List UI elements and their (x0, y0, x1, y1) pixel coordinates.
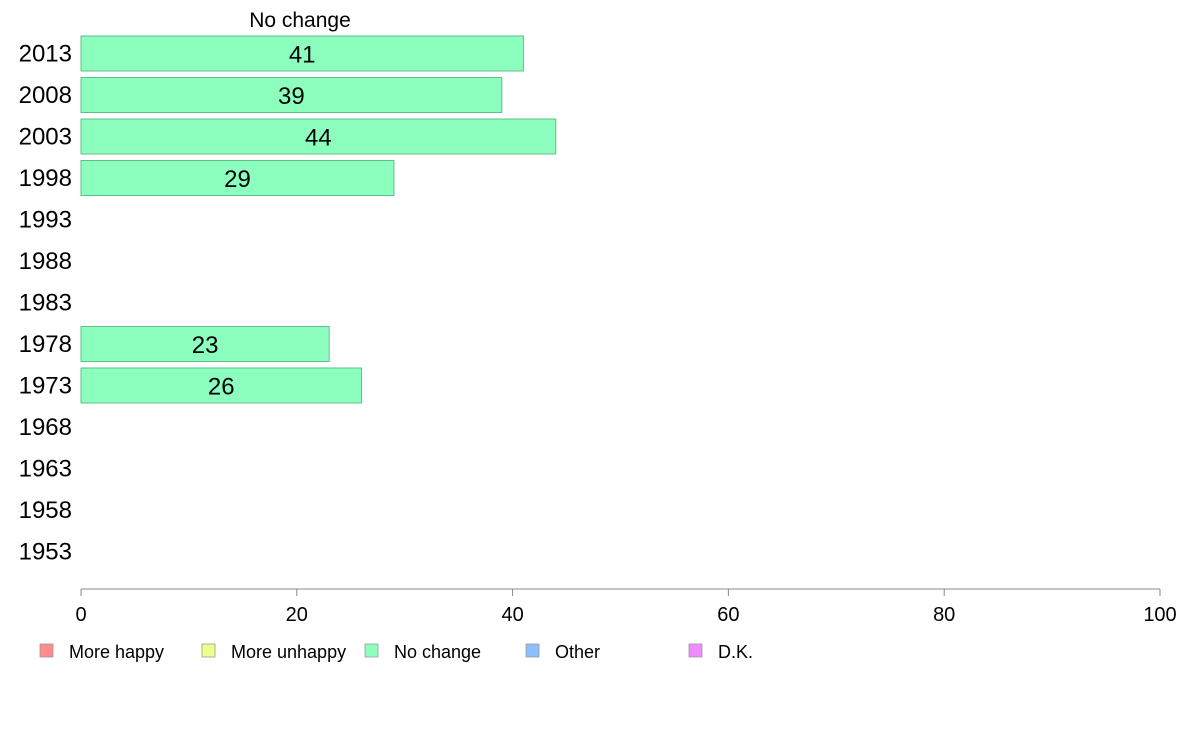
year-label-2013: 2013 (19, 41, 72, 68)
year-label-1963: 1963 (19, 456, 72, 483)
bars-group (80, 35, 557, 404)
year-label-1998: 1998 (19, 165, 72, 192)
chart-title: No change (249, 9, 351, 32)
year-label-2003: 2003 (19, 124, 72, 151)
year-label-1983: 1983 (19, 290, 72, 317)
bar-1973 (80, 367, 363, 404)
bar-value-1978: 23 (192, 332, 219, 359)
year-label-1968: 1968 (19, 414, 72, 441)
legend-label-more-happy: More happy (69, 642, 164, 662)
bar-value-2013: 41 (289, 42, 316, 69)
x-axis: 0 20 40 60 80 100 (75, 588, 1177, 626)
bar-value-1998: 29 (224, 166, 251, 193)
bar-value-2008: 39 (278, 83, 305, 110)
legend-swatch-other (525, 643, 540, 658)
legend-swatch-more-unhappy (201, 643, 216, 658)
x-tick-label-100: 100 (1143, 604, 1176, 626)
bar-1978 (80, 326, 330, 362)
year-label-1988: 1988 (19, 248, 72, 275)
legend: More happy More unhappy No change Other D.K. (39, 642, 753, 662)
year-label-1973: 1973 (19, 373, 72, 400)
bar-value-2003: 44 (305, 125, 332, 152)
legend-label-d-k-: D.K. (718, 642, 753, 662)
legend-swatch-no-change (364, 643, 379, 658)
year-label-1953: 1953 (19, 539, 72, 566)
legend-label-no-change: No change (394, 642, 481, 662)
x-tick-label-80: 80 (933, 604, 955, 626)
year-axis-labels: 2013 2008 2003 1998 1993 1988 1983 1978 1973 1968… (19, 41, 72, 566)
x-tick-label-0: 0 (75, 604, 86, 626)
bar-2003 (80, 118, 557, 155)
x-tick-label-60: 60 (717, 604, 739, 626)
legend-swatch-d-k- (688, 643, 703, 658)
bar-1998 (80, 160, 395, 196)
legend-swatch-more-happy (39, 643, 54, 658)
bar-2008 (80, 77, 503, 113)
year-label-1978: 1978 (19, 331, 72, 358)
bar-2013 (80, 35, 524, 72)
year-label-1993: 1993 (19, 207, 72, 234)
year-label-2008: 2008 (19, 82, 72, 109)
year-label-1958: 1958 (19, 497, 72, 524)
legend-label-other: Other (555, 642, 600, 662)
x-tick-label-20: 20 (286, 604, 308, 626)
legend-label-more-unhappy: More unhappy (231, 642, 346, 662)
x-tick-label-40: 40 (501, 604, 523, 626)
bar-value-1973: 26 (208, 374, 235, 401)
